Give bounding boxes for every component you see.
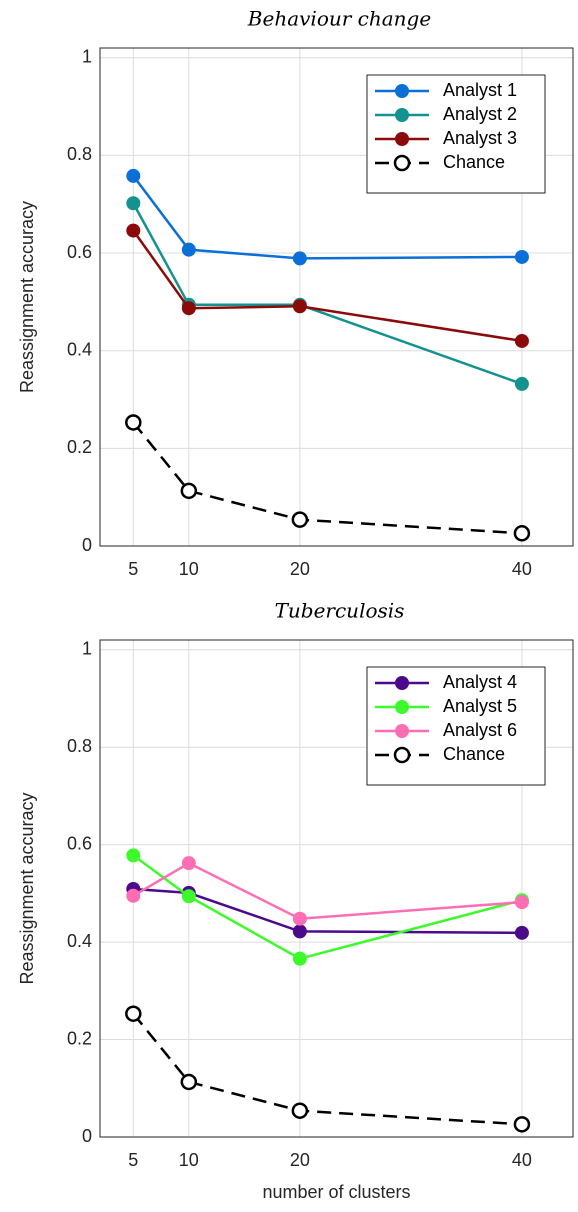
- data-point: [125, 414, 142, 431]
- data-point: [180, 482, 198, 500]
- legend-label: Analyst 2: [443, 104, 517, 124]
- x-tick-label: 10: [179, 1150, 199, 1170]
- data-point: [125, 1005, 142, 1022]
- series-line: [132, 202, 523, 386]
- y-tick-label: 0.2: [67, 437, 92, 457]
- x-tick-label: 20: [290, 559, 310, 579]
- y-axis-label: Reassignment accuracy: [17, 792, 37, 984]
- data-point: [292, 299, 307, 314]
- x-tick-label: 5: [128, 1150, 138, 1170]
- data-point: [181, 856, 196, 871]
- x-tick-label: 10: [179, 559, 199, 579]
- legend-marker: [395, 676, 409, 690]
- data-point: [292, 251, 307, 266]
- y-tick-label: 0.8: [67, 736, 92, 756]
- data-point: [513, 1116, 531, 1133]
- legend-label: Chance: [443, 152, 505, 172]
- data-point: [514, 376, 529, 391]
- data-point: [513, 525, 531, 542]
- y-tick-label: 0.6: [67, 242, 92, 262]
- series-line: [132, 229, 523, 343]
- y-tick-label: 0.2: [67, 1028, 92, 1048]
- x-tick-label: 40: [512, 559, 532, 579]
- x-tick-label: 40: [512, 1150, 532, 1170]
- data-point: [181, 889, 196, 904]
- y-tick-label: 0: [82, 535, 92, 555]
- data-point: [126, 168, 141, 183]
- axes-box: [99, 639, 574, 1138]
- series-line: [132, 1012, 523, 1126]
- legend-marker: [393, 154, 411, 172]
- x-tick-label: 5: [128, 559, 138, 579]
- data-point: [514, 333, 529, 348]
- y-tick-label: 1: [82, 47, 92, 67]
- legend-label: Chance: [443, 744, 505, 764]
- data-point: [291, 1102, 309, 1119]
- series-line: [133, 887, 522, 935]
- legend-label: Analyst 5: [443, 696, 517, 716]
- x-axis-label: number of clusters: [262, 1182, 410, 1202]
- axes-box: [99, 47, 574, 547]
- legend-marker: [395, 108, 409, 122]
- series-line: [132, 861, 523, 920]
- data-point: [126, 888, 141, 903]
- y-tick-label: 0.8: [67, 144, 92, 164]
- legend-marker: [395, 132, 409, 146]
- data-point: [180, 1073, 198, 1091]
- legend-marker: [395, 724, 409, 738]
- series-line: [132, 854, 523, 961]
- y-tick-label: 1: [82, 638, 92, 658]
- data-point: [181, 242, 196, 257]
- legend-marker: [395, 84, 409, 98]
- y-tick-label: 0: [82, 1126, 92, 1146]
- x-tick-label: 20: [290, 1150, 310, 1170]
- data-point: [126, 223, 141, 238]
- series-line: [132, 421, 523, 535]
- chart-title: Tuberculosis: [275, 599, 405, 623]
- y-axis-label: Reassignment accuracy: [17, 201, 37, 393]
- legend-label: Analyst 6: [443, 720, 517, 740]
- data-point: [514, 895, 529, 910]
- legend-marker: [393, 746, 411, 764]
- data-point: [181, 301, 196, 316]
- legend-label: Analyst 3: [443, 128, 517, 148]
- chart-title: Behaviour change: [247, 7, 431, 31]
- y-tick-label: 0.6: [67, 833, 92, 853]
- data-point: [292, 951, 307, 966]
- data-point: [292, 911, 307, 926]
- legend-marker: [395, 700, 409, 714]
- data-point: [514, 925, 529, 940]
- data-point: [514, 249, 529, 264]
- y-tick-label: 0.4: [67, 931, 92, 951]
- legend-label: Analyst 4: [443, 672, 517, 692]
- data-point: [126, 848, 141, 863]
- data-point: [126, 196, 141, 211]
- data-point: [291, 511, 309, 528]
- series-line: [132, 175, 522, 260]
- y-tick-label: 0.4: [67, 339, 92, 359]
- data-point: [292, 924, 307, 939]
- legend-label: Analyst 1: [443, 80, 517, 100]
